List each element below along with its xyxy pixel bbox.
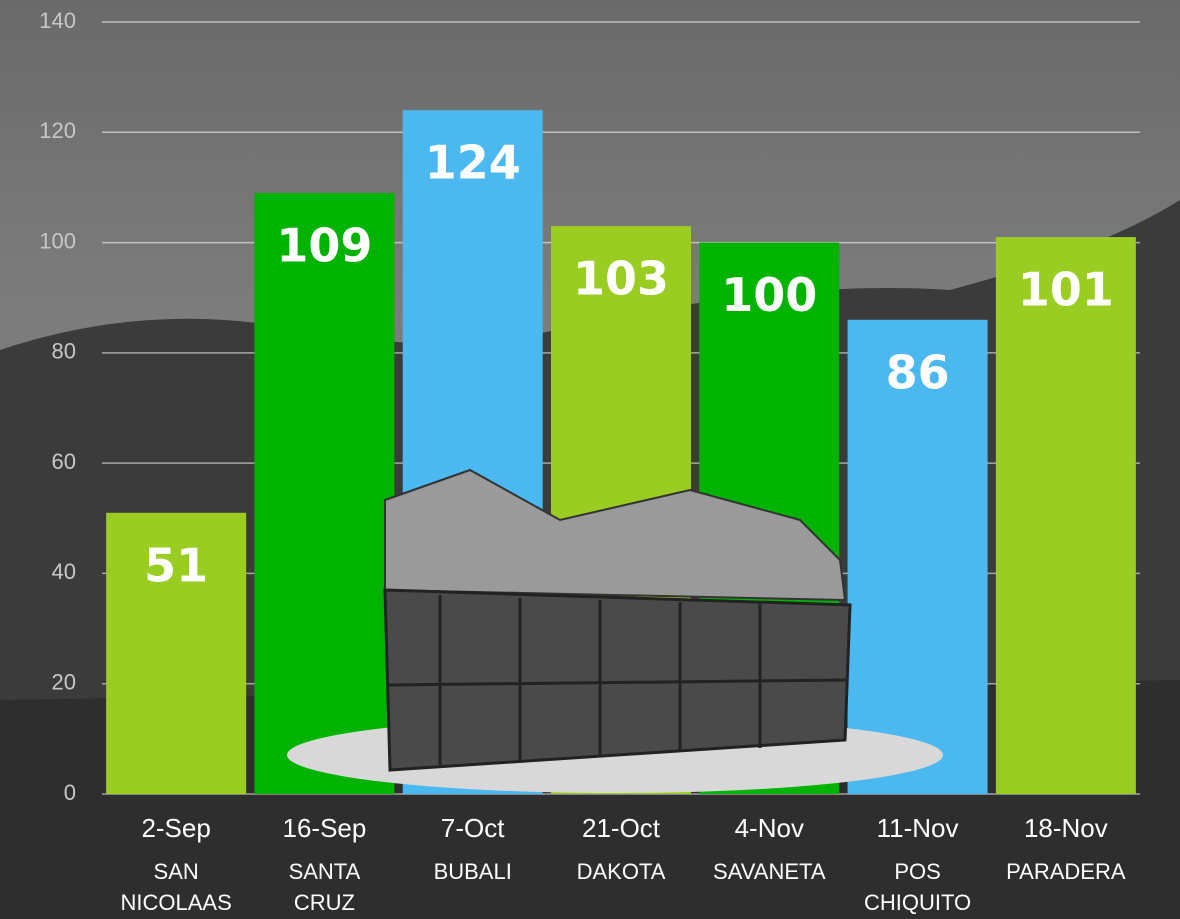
x-tick-label: 18-Nov bbox=[1024, 813, 1108, 843]
dumpster bbox=[287, 468, 943, 793]
x-tick-label: 11-Nov bbox=[877, 813, 959, 843]
x-tick-label: 16-Sep bbox=[283, 813, 367, 843]
x-tick-label: 2-Sep bbox=[141, 813, 210, 843]
location-label: SAN NICOLAAS bbox=[120, 859, 232, 915]
bar bbox=[106, 512, 247, 794]
value-label: 109 bbox=[276, 218, 372, 272]
y-tick-label: 20 bbox=[52, 670, 76, 695]
location-label: PARADERA bbox=[1006, 859, 1126, 884]
y-tick-label: 120 bbox=[39, 118, 76, 143]
y-tick-label: 0 bbox=[64, 780, 76, 805]
x-tick-label: 4-Nov bbox=[735, 813, 804, 843]
bar bbox=[254, 192, 395, 794]
y-tick-label: 60 bbox=[52, 449, 76, 474]
x-tick-label: 21-Oct bbox=[582, 813, 661, 843]
value-label: 100 bbox=[721, 268, 817, 322]
x-tick-label: 7-Oct bbox=[441, 813, 505, 843]
bar bbox=[847, 319, 988, 794]
value-label: 86 bbox=[886, 345, 950, 399]
y-tick-label: 140 bbox=[39, 8, 76, 33]
y-tick-label: 40 bbox=[52, 559, 76, 584]
value-label: 124 bbox=[425, 136, 521, 190]
location-label: DAKOTA bbox=[576, 859, 666, 884]
value-label: 103 bbox=[573, 252, 669, 306]
bar bbox=[995, 237, 1136, 795]
value-label: 51 bbox=[144, 538, 208, 592]
location-label: SAVANETA bbox=[713, 859, 826, 884]
value-label: 101 bbox=[1018, 263, 1114, 317]
location-label: SANTA CRUZ bbox=[288, 859, 361, 915]
y-tick-label: 80 bbox=[52, 339, 76, 364]
y-tick-label: 100 bbox=[39, 228, 76, 253]
location-label: BUBALI bbox=[433, 859, 512, 884]
location-label: POS CHIQUITO bbox=[863, 859, 972, 915]
